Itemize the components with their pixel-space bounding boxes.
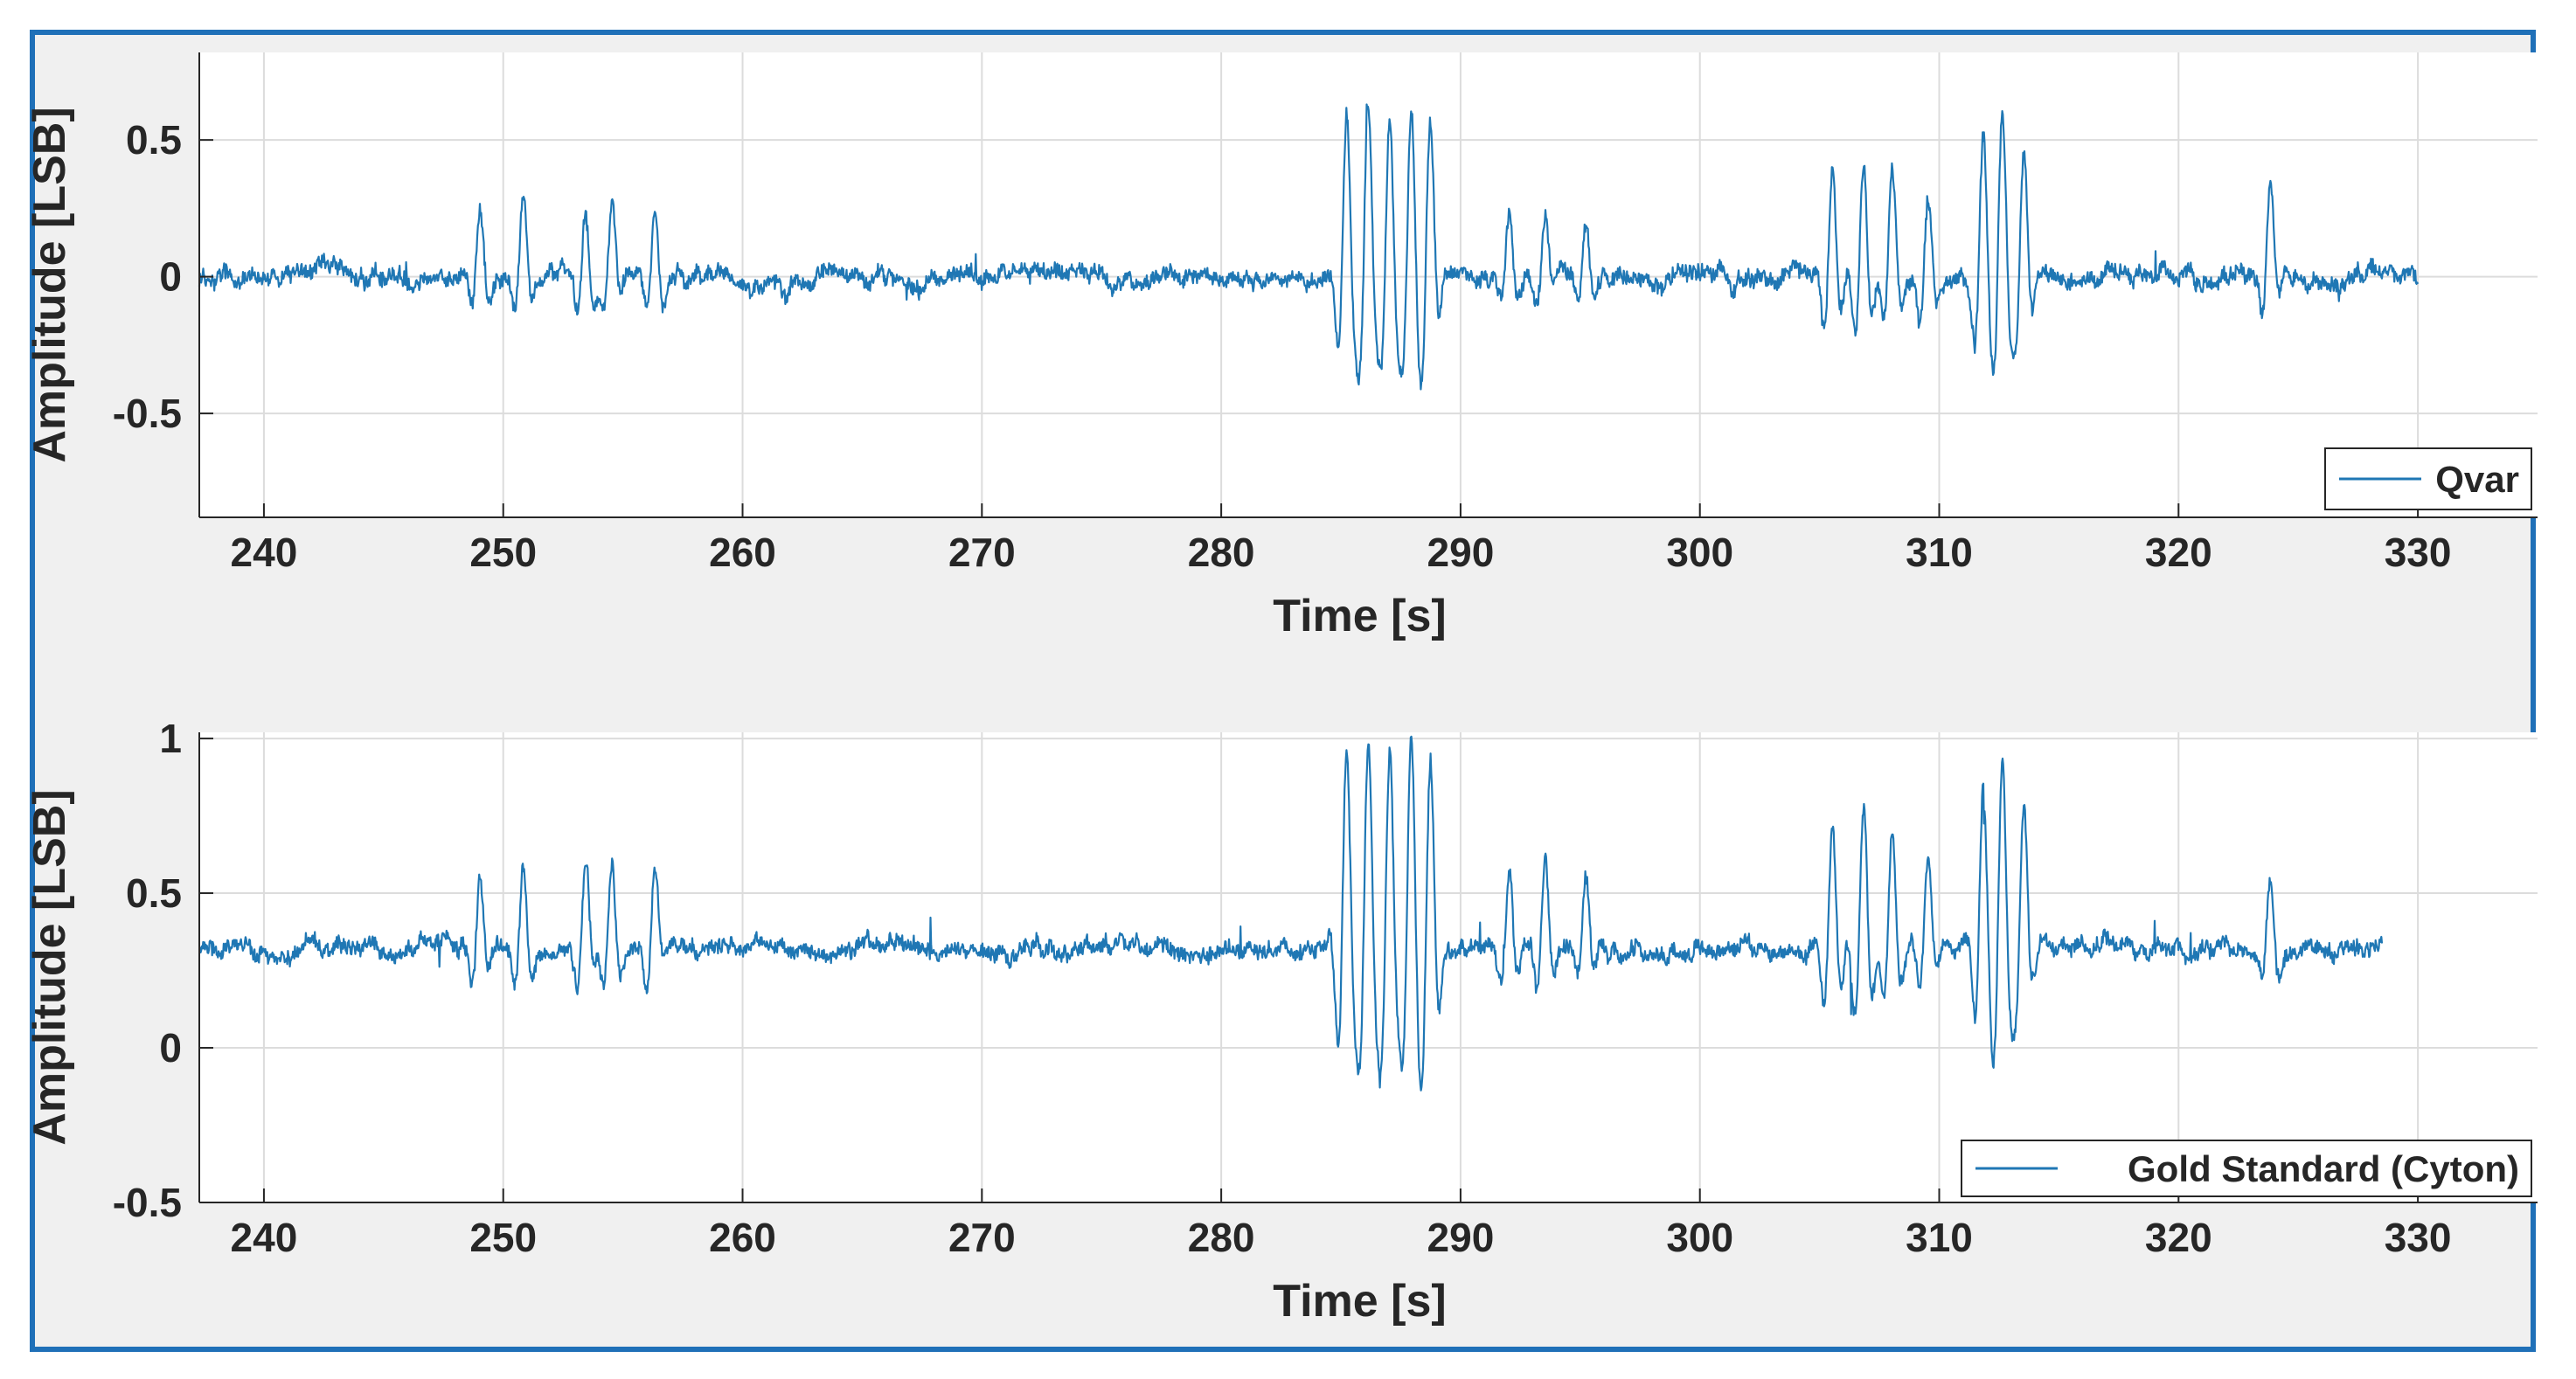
plot-area — [199, 52, 2538, 517]
y-tick-label: 0.5 — [126, 870, 182, 916]
x-tick-label: 270 — [948, 1215, 1016, 1260]
x-tick-label: 310 — [1906, 1215, 1973, 1260]
series-line — [198, 735, 2384, 1091]
y-tick-label: -0.5 — [113, 1180, 182, 1225]
x-tick-label: 310 — [1906, 530, 1973, 575]
x-tick-label: 240 — [231, 1215, 298, 1260]
x-tick-label: 250 — [469, 1215, 537, 1260]
y-tick-label: 0.5 — [126, 117, 182, 163]
x-tick-label: 330 — [2385, 530, 2452, 575]
x-tick-label: 330 — [2385, 1215, 2452, 1260]
x-tick-label: 250 — [469, 530, 537, 575]
x-tick-label: 320 — [2145, 1215, 2212, 1260]
x-tick-label: 270 — [948, 530, 1016, 575]
x-tick-label: 280 — [1188, 530, 1255, 575]
x-tick-label: 300 — [1666, 1215, 1733, 1260]
legend-label: Gold Standard (Cyton) — [2128, 1148, 2519, 1189]
x-tick-label: 320 — [2145, 530, 2212, 575]
chart-panel-2: 240 250 260 270 280 290 300 310 320 330 -0.5 0 0.5 1 T… — [24, 716, 2538, 1327]
plot-area — [199, 732, 2538, 1202]
chart-panel-1: 240 250 260 270 280 290 300 310 320 330 -0.5 0 0.5 Ti… — [24, 52, 2538, 641]
x-tick-label: 290 — [1427, 530, 1495, 575]
y-tick-label: -0.5 — [113, 391, 182, 436]
x-axis-title: Time [s] — [1273, 1276, 1446, 1327]
legend: Qvar — [2324, 447, 2532, 510]
legend: Gold Standard (Cyton) — [1961, 1140, 2532, 1197]
x-tick-label: 260 — [709, 530, 776, 575]
y-axis-title: Amplitude [LSB] — [24, 789, 75, 1145]
y-axis-title: Amplitude [LSB] — [24, 107, 75, 462]
x-tick-label: 240 — [231, 530, 298, 575]
x-axis-title: Time [s] — [1273, 591, 1446, 641]
y-tick-label: 0 — [159, 254, 182, 300]
legend-label: Qvar — [2435, 459, 2519, 500]
x-tick-label: 300 — [1666, 530, 1733, 575]
x-tick-label: 260 — [709, 1215, 776, 1260]
x-tick-label: 280 — [1188, 1215, 1255, 1260]
series-line — [198, 103, 2420, 391]
y-tick-label: 0 — [159, 1025, 182, 1071]
x-tick-label: 290 — [1427, 1215, 1495, 1260]
y-tick-label: 1 — [159, 716, 182, 761]
